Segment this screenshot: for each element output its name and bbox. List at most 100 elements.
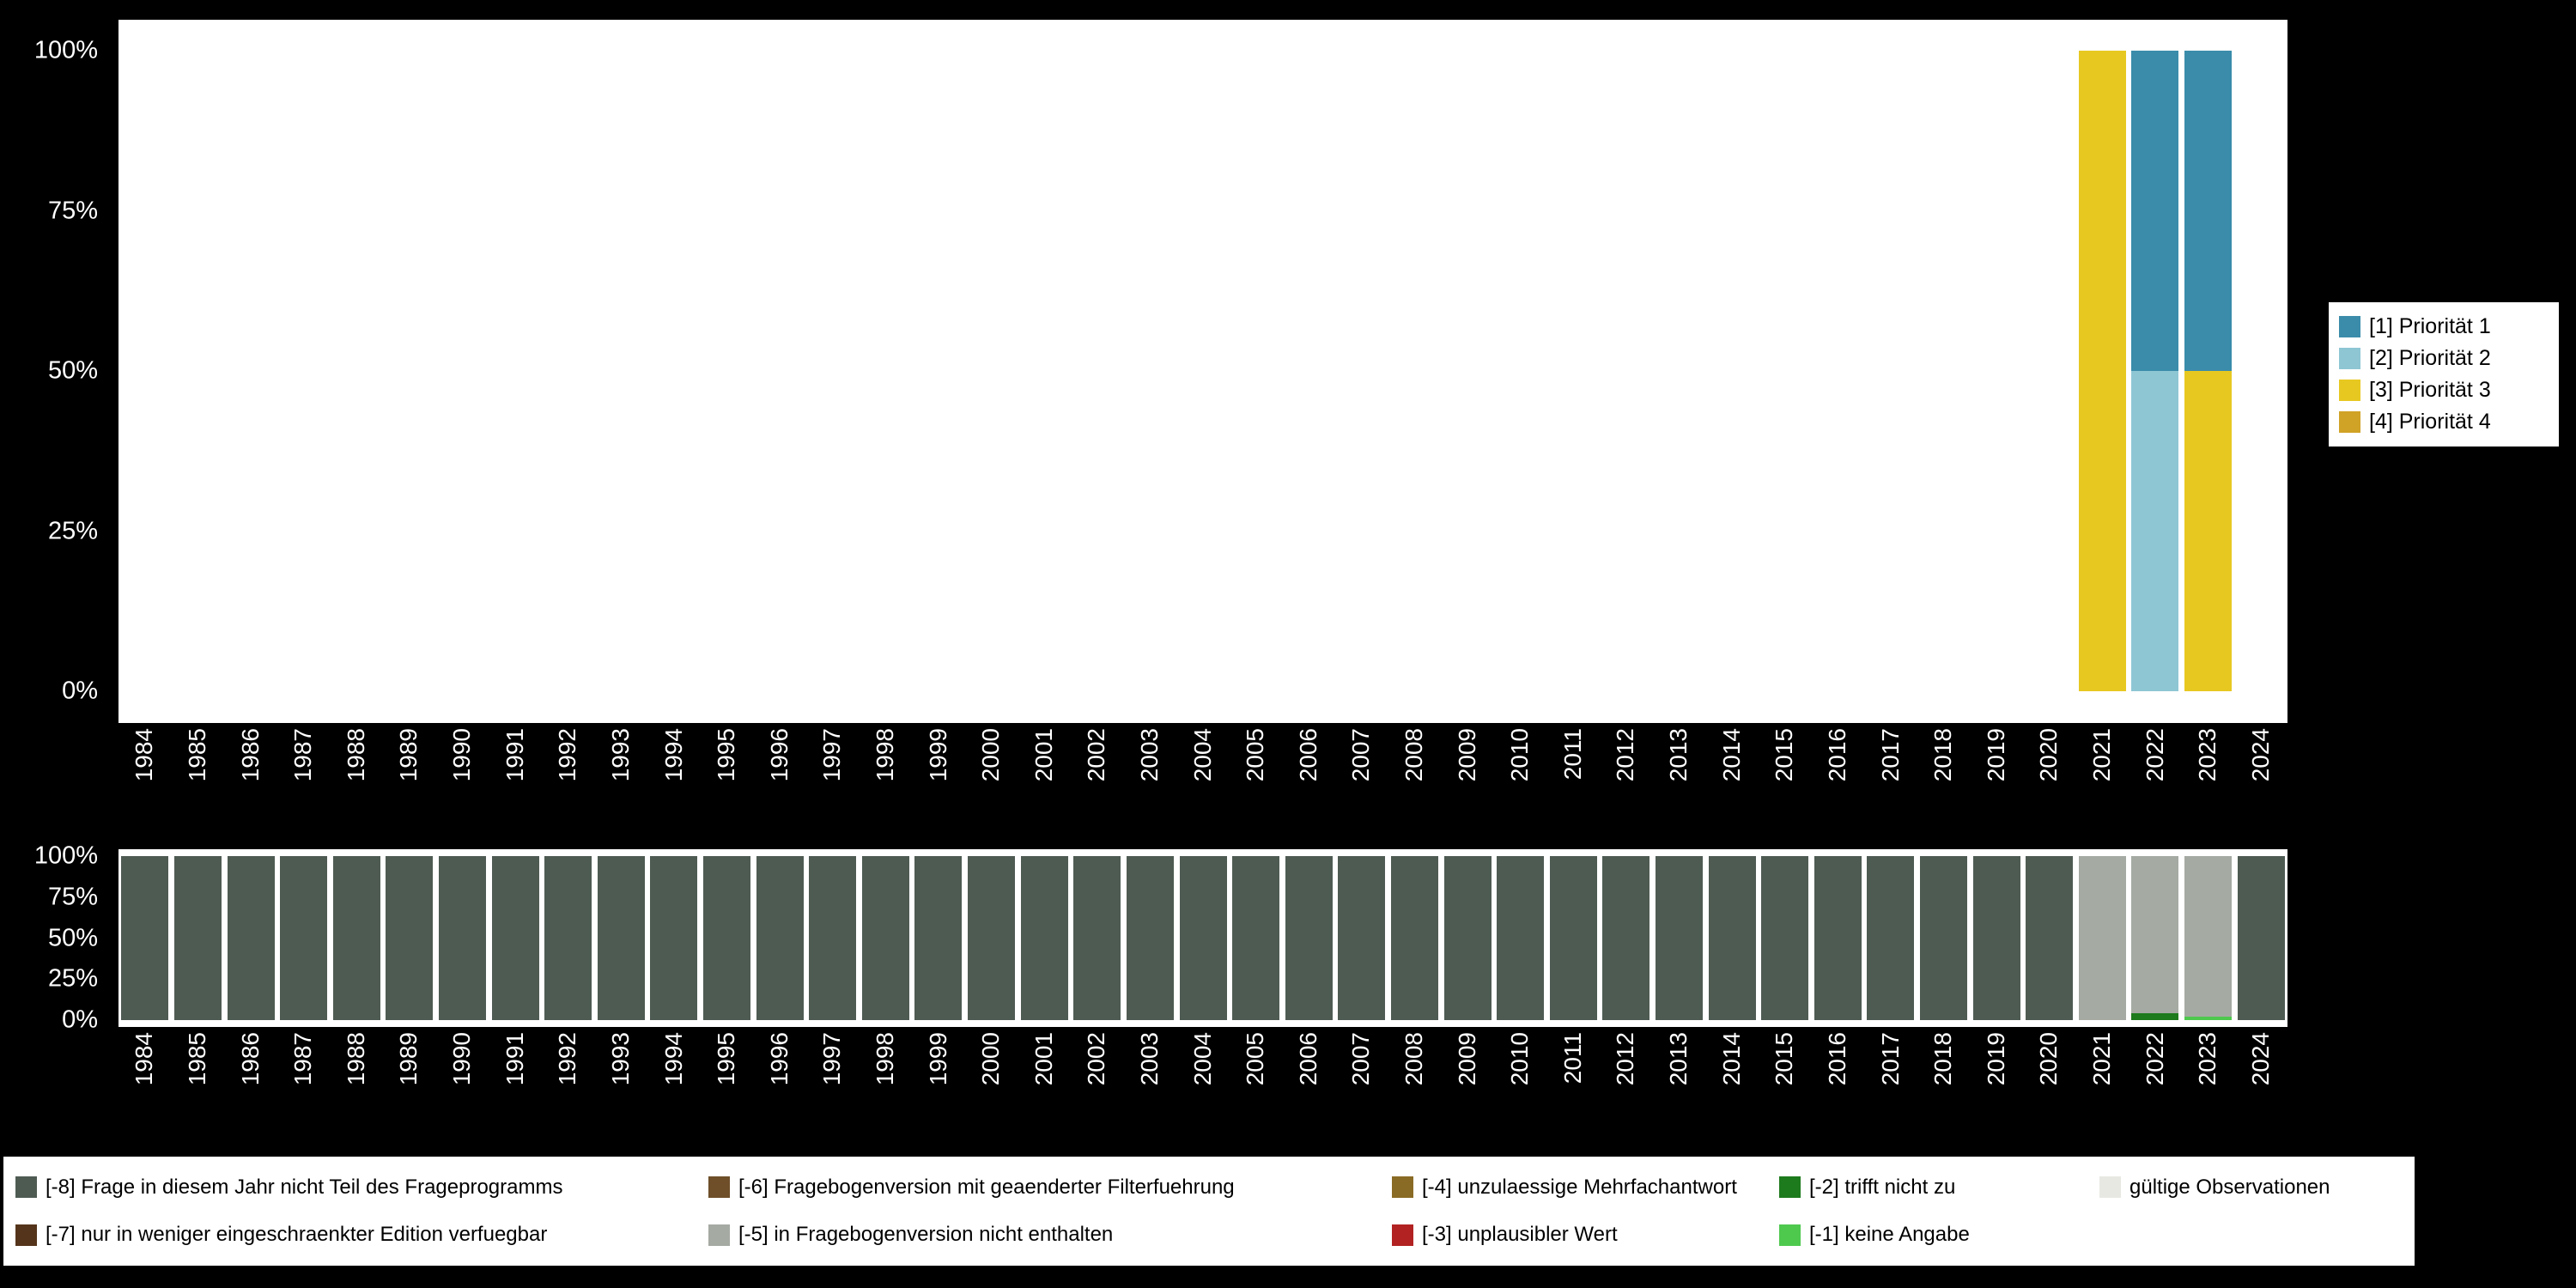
x-tick: 2010 [1494,1032,1547,1131]
x-tick: 2015 [1759,728,1812,827]
bar-2012 [1602,856,1650,1020]
bar-segment [1020,856,1068,1020]
x-tick-label: 2000 [977,728,1005,782]
x-tick-label: 2012 [1612,728,1639,782]
x-tick: 1996 [753,1032,806,1131]
x-tick-label: 2003 [1135,1032,1163,1086]
y-tick-label: 0% [62,1005,98,1034]
x-tick: 1991 [489,1032,542,1131]
x-tick: 2017 [1864,728,1917,827]
x-tick: 2002 [1071,728,1124,827]
priorities-y-axis: 100% 75% 50% 25% 0% [0,20,110,723]
priorities-x-axis: 1984 1985 1986 1987 1988 1989 1990 1991 1992 1993… [118,728,2287,827]
bar-1994 [650,856,698,1020]
y-tick-label: 100% [33,36,98,64]
x-tick-label: 2001 [1030,728,1057,782]
legend-item: [1] Priorität 1 [2339,314,2549,339]
x-tick: 1993 [594,728,647,827]
x-tick-label: 2003 [1135,728,1163,782]
y-tick-label: 50% [47,356,98,385]
x-tick-label: 1997 [818,728,846,782]
y-tick-label: 75% [47,883,98,911]
x-tick-label: 1993 [606,1032,634,1086]
bar-2023 [2184,51,2233,691]
x-tick: 1990 [436,1032,489,1131]
bar-segment [386,856,434,1020]
bar-2005 [1232,856,1280,1020]
x-tick: 2009 [1441,728,1494,827]
x-tick: 1994 [647,728,701,827]
bar-segment [2131,51,2179,371]
x-tick: 2013 [1653,728,1706,827]
legend-swatch [708,1224,730,1246]
legend-swatch [1392,1176,1413,1199]
x-tick: 2023 [2182,728,2235,827]
bar-segment [1390,856,1438,1020]
x-tick: 2018 [1917,1032,1971,1131]
bar-segment [1232,856,1280,1020]
x-tick: 1992 [542,728,595,827]
x-tick-label: 2017 [1876,728,1904,782]
x-tick-label: 1988 [342,1032,369,1086]
x-tick-label: 2007 [1347,728,1375,782]
x-tick: 2004 [1176,1032,1230,1131]
x-tick: 2013 [1653,1032,1706,1131]
bar-segment [2184,1017,2233,1020]
x-tick-label: 2020 [2035,728,2063,782]
legend-swatch [1779,1176,1801,1199]
bar-segment [1549,856,1597,1020]
x-tick: 2010 [1494,728,1547,827]
legend-label-text: [-7] nur in weniger eingeschraenkter Edi… [46,1223,548,1247]
bar-2004 [1179,856,1227,1020]
legend-swatch [2339,348,2360,369]
x-tick-label: 2011 [1558,728,1586,781]
y-tick-label: 50% [47,924,98,951]
legend-item: gültige Observationen [2099,1176,2403,1200]
x-tick: 2002 [1071,1032,1124,1131]
bar-1987 [280,856,328,1020]
x-tick: 2018 [1917,728,1971,827]
x-tick-label: 2022 [2141,728,2168,782]
bar-segment [914,856,963,1020]
y-tick-label: 25% [47,964,98,993]
bar-1997 [809,856,857,1020]
legend-item: [4] Priorität 4 [2339,410,2549,434]
bar-1985 [173,856,222,1020]
bar-segment [650,856,698,1020]
bar-1989 [386,856,434,1020]
legend-item: [3] Priorität 3 [2339,378,2549,403]
x-tick-label: 2007 [1347,1032,1375,1086]
legend-label-text: [-5] in Fragebogenversion nicht enthalte… [738,1223,1114,1247]
x-tick-label: 2004 [1188,728,1216,782]
x-tick-label: 2019 [1982,1032,2009,1086]
x-tick-label: 1984 [131,1032,158,1086]
bar-segment [1761,856,1809,1020]
x-tick: 1997 [806,728,860,827]
y-tick-label: 75% [47,197,98,224]
x-tick: 2017 [1864,1032,1917,1131]
bar-2001 [1020,856,1068,1020]
x-tick-label: 2001 [1030,1032,1057,1086]
legend-item: [-8] Frage in diesem Jahr nicht Teil des… [15,1176,708,1200]
x-tick-label: 2016 [1823,1032,1850,1086]
missings-plot-area [118,856,2287,1020]
bar-segment [1708,856,1756,1020]
x-tick-label: 2012 [1612,1032,1639,1086]
bar-1993 [597,856,645,1020]
bar-2021 [2078,856,2126,1020]
x-tick: 1988 [330,1032,383,1131]
x-tick-label: 1991 [501,728,528,782]
x-tick: 2023 [2182,1032,2235,1131]
bar-2009 [1443,856,1492,1020]
bar-segment [2078,856,2126,1020]
x-tick: 2008 [1388,728,1442,827]
legend-label-text: [2] Priorität 2 [2369,346,2491,370]
bar-segment [1338,856,1386,1020]
x-tick: 2016 [1812,728,1865,827]
x-tick: 1985 [172,1032,225,1131]
bar-segment [1073,856,1121,1020]
x-tick-label: 2016 [1823,728,1850,782]
bar-segment [2026,856,2074,1020]
x-tick: 2007 [1335,728,1388,827]
x-tick-label: 2021 [2087,1032,2115,1086]
